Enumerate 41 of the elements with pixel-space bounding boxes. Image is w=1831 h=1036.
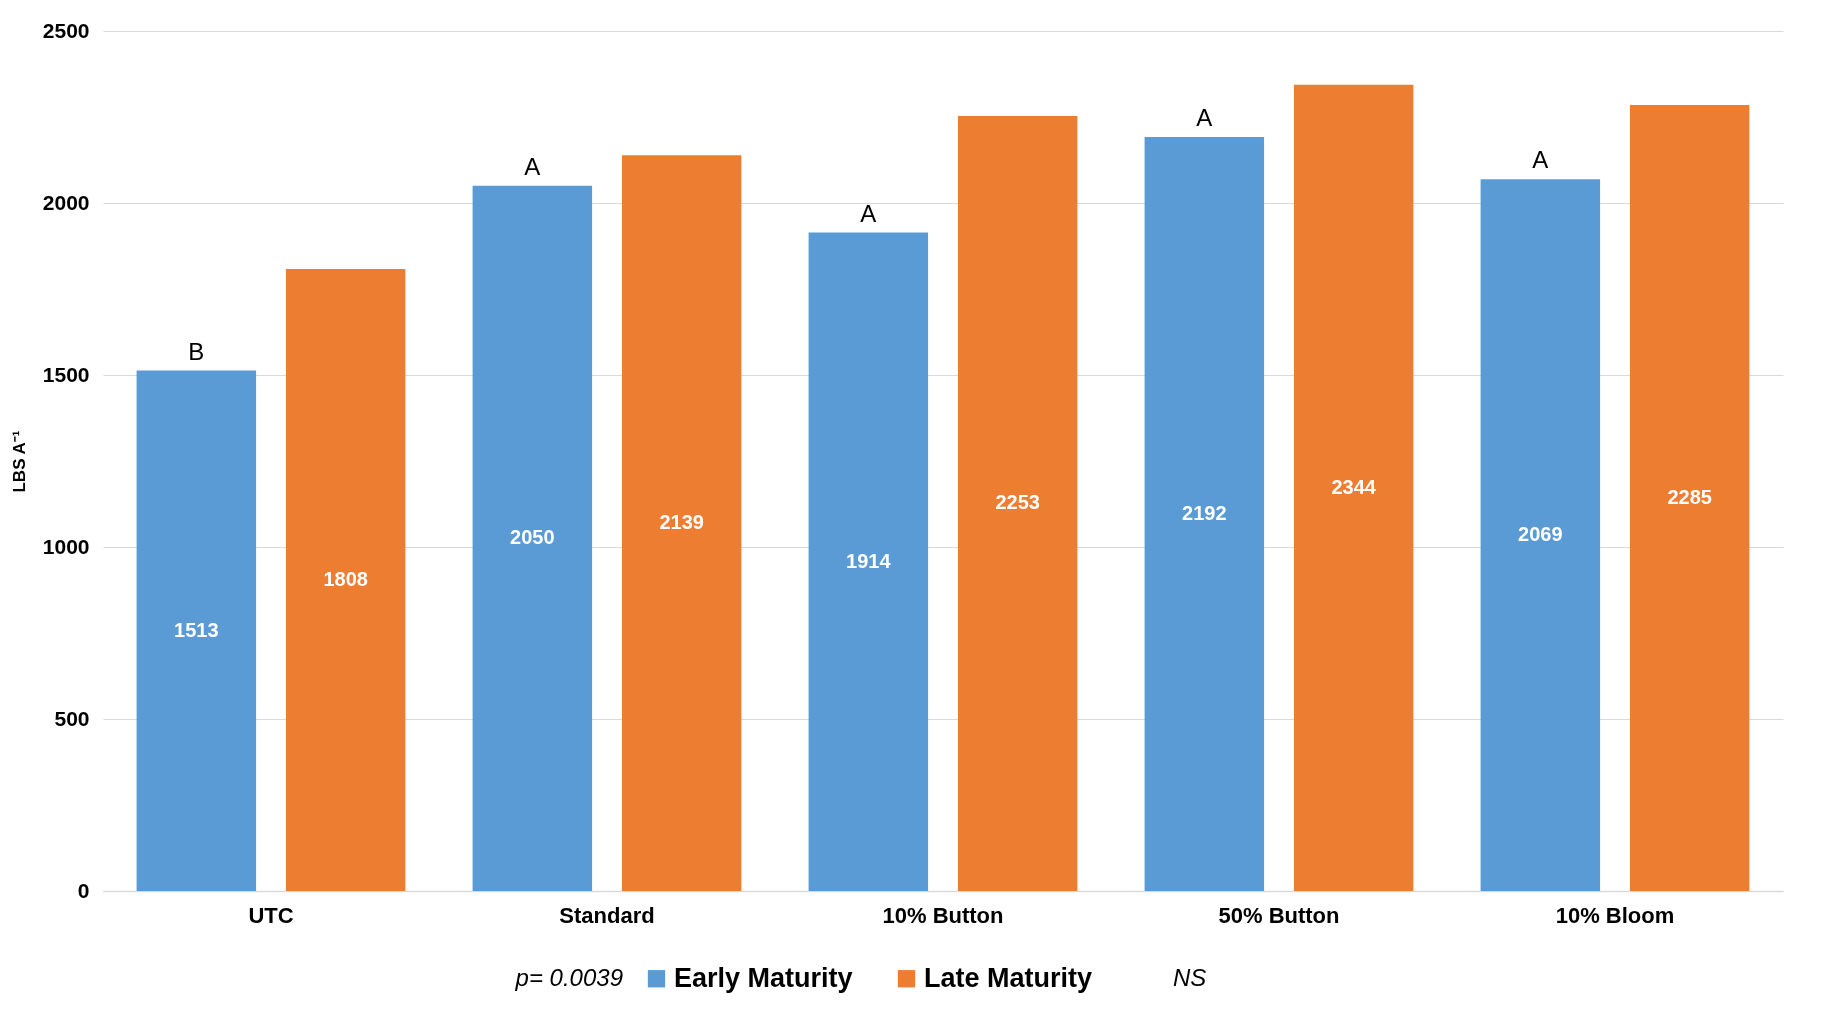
data-label: 2344	[1331, 475, 1377, 498]
y-tick-label: 0	[77, 878, 90, 902]
bar	[1480, 179, 1601, 891]
x-tick-label: 10% Bloom	[1555, 902, 1675, 928]
y-axis-title: LBS A⁻¹	[9, 430, 29, 493]
data-label: 2253	[995, 491, 1040, 514]
data-label: 2192	[1182, 501, 1227, 524]
annotation: A	[1532, 146, 1549, 174]
text: p= 0.0039	[514, 964, 623, 991]
y-tick-label: 1500	[42, 362, 90, 386]
y-tick-label: 2500	[42, 18, 90, 42]
y-tick-label: 2000	[42, 190, 90, 214]
annotation: A	[860, 199, 877, 227]
bar	[957, 115, 1078, 891]
annotation: B	[188, 337, 205, 365]
bar	[472, 185, 593, 891]
bar	[808, 232, 929, 891]
data-label: 2285	[1667, 485, 1712, 508]
annotation: A	[524, 152, 541, 180]
text: NS	[1173, 964, 1207, 991]
x-tick-label: 10% Button	[882, 902, 1004, 928]
data-label: 1513	[174, 618, 219, 641]
data-label: 2069	[1518, 523, 1563, 546]
x-tick-label: UTC	[248, 902, 294, 928]
bar	[136, 370, 257, 891]
bar	[621, 155, 742, 891]
x-tick-label: 50% Button	[1218, 902, 1340, 928]
legend-label: Early Maturity	[674, 962, 853, 993]
x-tick-label: Standard	[559, 902, 655, 928]
annotation: A	[1196, 103, 1213, 131]
data-label: 2050	[510, 526, 555, 549]
y-tick-label: 1000	[42, 534, 90, 558]
bar	[1293, 84, 1414, 891]
bar	[285, 269, 406, 891]
bar	[1629, 104, 1750, 891]
legend-label: Late Maturity	[924, 962, 1093, 993]
data-label: 2139	[659, 511, 704, 534]
data-label: 1914	[846, 549, 892, 572]
bar	[1144, 136, 1265, 891]
data-label: 1808	[323, 568, 368, 591]
y-tick-label: 500	[54, 706, 90, 730]
